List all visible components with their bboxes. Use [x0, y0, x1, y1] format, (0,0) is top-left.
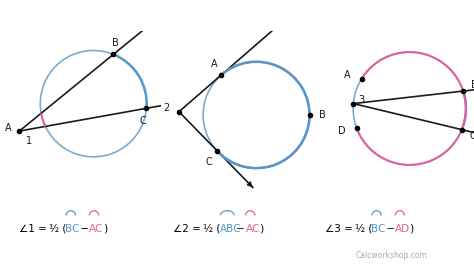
Text: ∠1 =: ∠1 = — [19, 224, 50, 234]
Text: 2: 2 — [163, 103, 169, 114]
Text: ½ (: ½ ( — [49, 224, 66, 234]
Text: ∠3 =: ∠3 = — [325, 224, 356, 234]
Text: BC: BC — [371, 224, 385, 234]
Text: 1: 1 — [26, 136, 32, 146]
Text: B: B — [319, 110, 326, 120]
Text: ABC: ABC — [219, 224, 241, 234]
Text: C: C — [470, 131, 474, 141]
Text: ∠2 =: ∠2 = — [173, 224, 204, 234]
Text: D: D — [338, 126, 346, 136]
Text: B: B — [112, 38, 118, 48]
Text: ½ (: ½ ( — [203, 224, 220, 234]
Text: −: − — [236, 224, 248, 234]
Text: ½ (: ½ ( — [355, 224, 372, 234]
Text: AC: AC — [89, 224, 103, 234]
Text: C: C — [140, 116, 146, 126]
Text: A: A — [211, 59, 218, 69]
Text: AC: AC — [246, 224, 260, 234]
Text: A: A — [344, 70, 350, 80]
Text: Calcworkshop.com: Calcworkshop.com — [356, 251, 428, 260]
Text: ): ) — [407, 224, 414, 234]
Text: 3: 3 — [358, 95, 365, 105]
Text: A: A — [5, 123, 11, 133]
Text: −: − — [77, 224, 92, 234]
Text: C: C — [205, 157, 212, 167]
Text: BC: BC — [65, 224, 80, 234]
Text: −: − — [383, 224, 398, 234]
Text: AD: AD — [395, 224, 410, 234]
Text: ): ) — [257, 224, 264, 234]
Text: B: B — [471, 80, 474, 90]
Text: ): ) — [101, 224, 108, 234]
